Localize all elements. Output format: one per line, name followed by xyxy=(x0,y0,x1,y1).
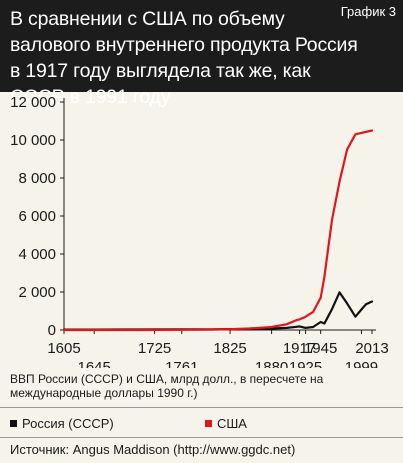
chart-number: График 3 xyxy=(340,4,396,19)
x-tick-label: 1645 xyxy=(78,359,111,368)
x-tick-label: 1917 xyxy=(283,340,316,357)
y-tick-label: 10 000 xyxy=(10,132,56,149)
series-line-usa xyxy=(62,129,374,332)
y-tick-label: 0 xyxy=(48,322,56,339)
chart-title: В сравнении с США по объему валового вну… xyxy=(10,8,358,108)
legend-divider xyxy=(0,407,403,408)
x-tick-label: 1925 xyxy=(289,359,322,368)
line-chart: 0 2 000 4 000 6 000 8 000 10 000 12 000 1605 172… xyxy=(10,94,389,368)
legend-swatch-russia xyxy=(10,420,17,427)
x-tick-label: 1825 xyxy=(213,340,246,357)
legend-label-usa: США xyxy=(217,416,247,431)
x-tick-label: 1725 xyxy=(138,340,171,357)
chart-source: Источник: Angus Maddison (http://www.ggd… xyxy=(10,442,296,457)
legend-label-russia: Россия (СССР) xyxy=(22,416,114,431)
y-tick-label: 2 000 xyxy=(18,284,56,301)
x-tick-label: 1605 xyxy=(47,340,80,357)
legend-item-usa: США xyxy=(205,416,247,431)
y-tick-label: 6 000 xyxy=(18,208,56,225)
legend-item-russia: Россия (СССР) xyxy=(10,416,114,431)
x-tick-label: 1999 xyxy=(345,359,378,368)
source-divider xyxy=(0,437,403,438)
series-line-russia xyxy=(62,291,374,331)
y-tick-label: 8 000 xyxy=(18,170,56,187)
legend-swatch-usa xyxy=(205,420,212,427)
x-tick-label: 1945 xyxy=(304,340,337,357)
y-tick-label: 4 000 xyxy=(18,246,56,263)
chart-legend: Россия (СССР) США xyxy=(0,413,403,435)
x-tick-label: 1880 xyxy=(255,359,288,368)
y-tick-label: 12 000 xyxy=(10,94,56,111)
chart-note: ВВП России (СССР) и США, млрд долл., в п… xyxy=(10,372,324,400)
x-tick-label: 1761 xyxy=(165,359,198,368)
x-tick-label: 2013 xyxy=(355,340,388,357)
chart-header: В сравнении с США по объему валового вну… xyxy=(0,0,403,108)
